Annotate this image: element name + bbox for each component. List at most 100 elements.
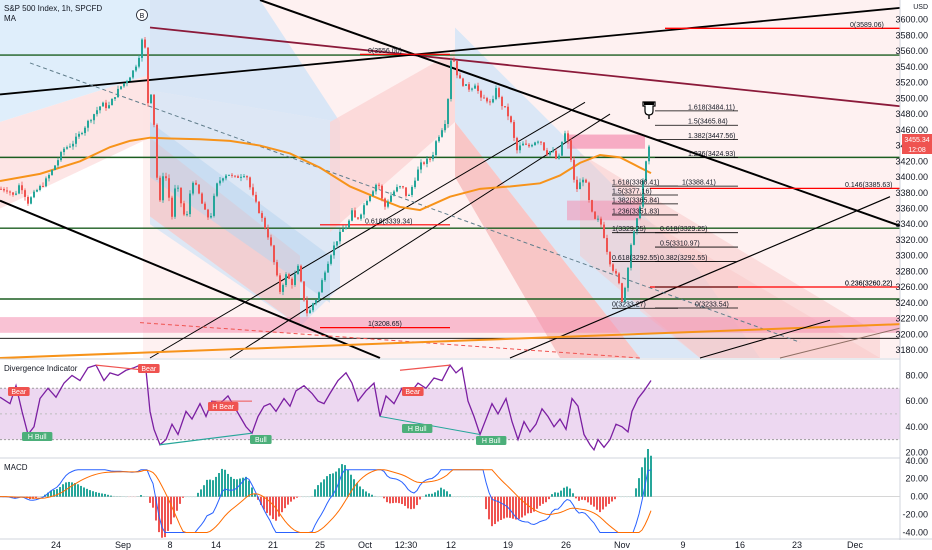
candle-body bbox=[225, 175, 227, 179]
macd-histogram-bar bbox=[473, 496, 475, 498]
macd-histogram-bar bbox=[494, 496, 496, 525]
macd-histogram-bar bbox=[77, 484, 79, 497]
candle-body bbox=[462, 78, 464, 86]
candle-body bbox=[114, 97, 116, 99]
macd-histogram-bar bbox=[212, 480, 214, 497]
candle-body bbox=[642, 180, 644, 207]
macd-histogram-bar bbox=[572, 493, 574, 497]
candle-body bbox=[351, 210, 353, 221]
candle-body bbox=[321, 280, 323, 293]
candle-body bbox=[585, 179, 587, 183]
time-tick-label: Nov bbox=[614, 540, 631, 550]
candle-body bbox=[54, 165, 56, 171]
candle-body bbox=[354, 210, 356, 218]
divergence-pane: Bear H Bull Bear H Bear Bull Bear H Bull H Bull bbox=[0, 358, 932, 452]
macd-histogram-bar bbox=[347, 469, 349, 497]
macd-histogram-bar bbox=[269, 496, 271, 516]
candle-body bbox=[306, 300, 308, 314]
macd-histogram-bar bbox=[293, 496, 295, 500]
signal-label-7: H Bull bbox=[482, 438, 501, 445]
candle-body bbox=[636, 218, 638, 232]
candle-body bbox=[414, 180, 416, 188]
candle-body bbox=[420, 162, 422, 170]
divergence-title: Divergence Indicator bbox=[4, 364, 78, 373]
fib-upper-label-0: 1.618(3484.11) bbox=[688, 104, 735, 111]
candle-body bbox=[540, 141, 542, 143]
macd-histogram-bar bbox=[638, 478, 640, 497]
macd-histogram-bar bbox=[185, 496, 187, 498]
divergence-tick-label: 20.00 bbox=[905, 447, 928, 457]
macd-histogram-bar bbox=[197, 492, 199, 497]
macd-histogram-bar bbox=[170, 496, 172, 525]
candle-body bbox=[192, 182, 194, 194]
signal-label-3: H Bear bbox=[212, 404, 234, 411]
candle-body bbox=[237, 176, 239, 178]
macd-histogram-bar bbox=[311, 495, 313, 497]
macd-histogram-bar bbox=[419, 496, 421, 500]
candle-body bbox=[525, 143, 527, 145]
macd-histogram-bar bbox=[479, 496, 481, 498]
macd-histogram-bar bbox=[71, 482, 73, 497]
candle-body bbox=[450, 60, 452, 100]
candle-body bbox=[39, 185, 41, 190]
macd-histogram-bar bbox=[53, 489, 55, 497]
mid-red-channel bbox=[330, 51, 455, 233]
candle-body bbox=[609, 251, 611, 265]
fib-upper-label-5: 0.618(3329.25) bbox=[660, 226, 707, 233]
candle-body bbox=[153, 94, 155, 125]
macd-histogram-bar bbox=[620, 496, 622, 498]
candle-body bbox=[282, 285, 284, 292]
candle-body bbox=[489, 101, 491, 103]
candle-body bbox=[249, 177, 251, 188]
price-tick-label: 3580.00 bbox=[895, 30, 928, 40]
candle-body bbox=[366, 201, 368, 206]
macd-histogram-bar bbox=[191, 496, 193, 498]
macd-histogram-bar bbox=[551, 494, 553, 497]
macd-histogram-bar bbox=[536, 496, 538, 509]
macd-histogram-bar bbox=[512, 496, 514, 519]
candle-body bbox=[240, 176, 242, 178]
macd-histogram-bar bbox=[188, 496, 190, 498]
fib-upper-label-7: 0.382(3292.55) bbox=[660, 255, 707, 262]
fib-far-label-0: 0(3589.06) bbox=[850, 22, 884, 29]
candle-body bbox=[411, 187, 413, 195]
candle-body bbox=[174, 188, 176, 217]
macd-histogram-bar bbox=[350, 474, 352, 497]
fib-middle-label-1: 1.5(3377.16) bbox=[612, 189, 652, 196]
candle-body bbox=[3, 188, 5, 191]
last-price-value: 3455.34 bbox=[904, 137, 929, 144]
macd-histogram-bar bbox=[374, 495, 376, 497]
candle-body bbox=[465, 84, 467, 86]
candle-body bbox=[252, 187, 254, 195]
price-tick-label: 3280.00 bbox=[895, 266, 928, 276]
macd-histogram-bar bbox=[485, 496, 487, 510]
macd-histogram-bar bbox=[581, 496, 583, 500]
macd-histogram-bar bbox=[209, 479, 211, 497]
macd-histogram-bar bbox=[452, 496, 454, 498]
macd-histogram-bar bbox=[128, 496, 130, 498]
candle-body bbox=[426, 158, 428, 164]
macd-histogram-bar bbox=[341, 464, 343, 497]
candle-body bbox=[207, 209, 209, 218]
macd-histogram-bar bbox=[503, 496, 505, 519]
macd-histogram-bar bbox=[617, 496, 619, 498]
candle-body bbox=[396, 187, 398, 192]
fib-middle-label-2: 1.382(3365.84) bbox=[612, 197, 659, 204]
macd-histogram-bar bbox=[605, 496, 607, 507]
macd-histogram-bar bbox=[437, 490, 439, 497]
candle-body bbox=[393, 191, 395, 196]
fib-middle-label-5: 0.618(3292.55) bbox=[612, 255, 659, 262]
candle-body bbox=[408, 194, 410, 196]
candle-body bbox=[120, 86, 122, 89]
macd-histogram-bar bbox=[194, 496, 196, 498]
time-tick-label: 21 bbox=[268, 540, 278, 550]
candle-body bbox=[288, 274, 290, 279]
candle-body bbox=[129, 77, 131, 82]
candle-body bbox=[48, 174, 50, 179]
candle-body bbox=[75, 136, 77, 144]
candle-body bbox=[399, 186, 401, 188]
signal-label-4: Bull bbox=[255, 437, 267, 444]
macd-histogram-bar bbox=[470, 496, 472, 498]
signal-label-2: Bear bbox=[141, 366, 156, 373]
